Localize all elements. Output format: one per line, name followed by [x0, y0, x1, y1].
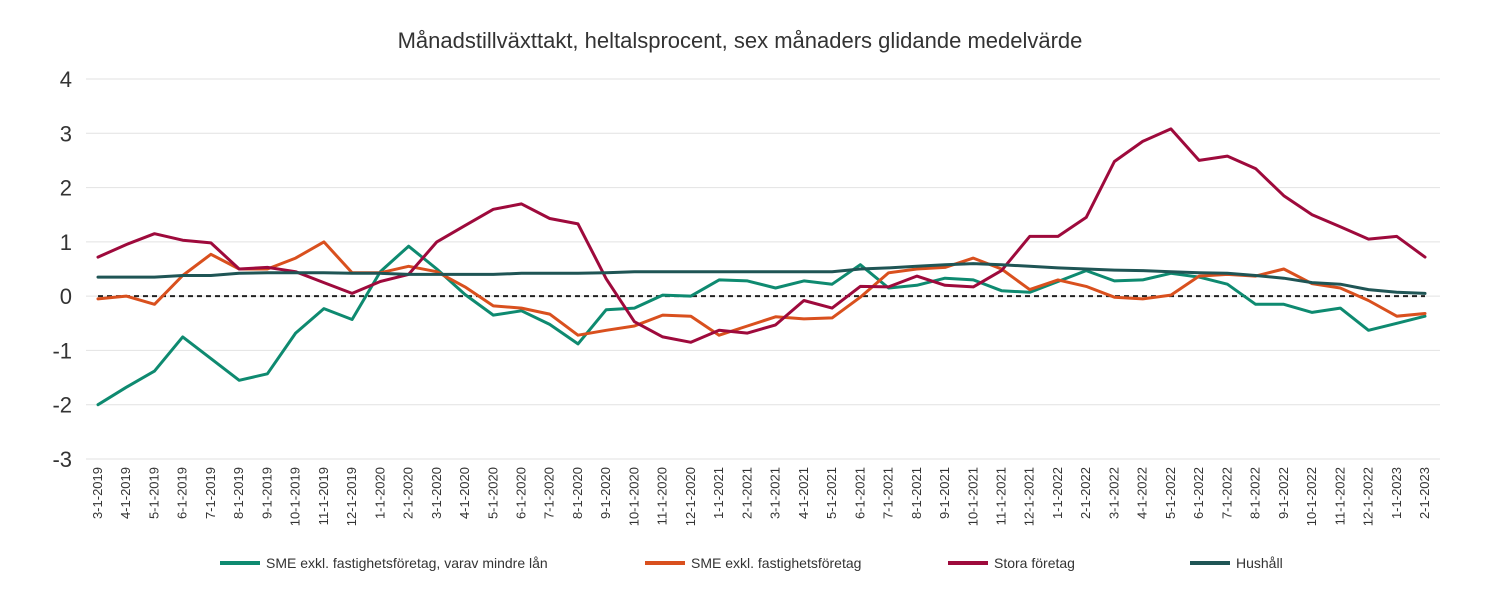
x-tick-label: 5-1-2022 [1163, 467, 1178, 519]
x-tick-label: 6-1-2021 [852, 467, 867, 519]
y-tick-label: 4 [60, 67, 72, 92]
x-tick-label: 9-1-2022 [1276, 467, 1291, 519]
x-tick-label: 10-1-2019 [288, 467, 303, 526]
legend-label-0: SME exkl. fastighetsföretag, varav mindr… [266, 555, 548, 571]
x-tick-label: 7-1-2022 [1219, 467, 1234, 519]
x-tick-label: 8-1-2020 [570, 467, 585, 519]
x-tick-label: 4-1-2019 [118, 467, 133, 519]
x-tick-label: 3-1-2021 [768, 467, 783, 519]
series-line-0 [96, 244, 1427, 407]
chart-title: Månadstillväxttakt, heltalsprocent, sex … [398, 28, 1083, 53]
gridlines [86, 78, 1440, 460]
x-tick-label: 2-1-2022 [1078, 467, 1093, 519]
y-tick-label: -3 [52, 447, 72, 472]
series-lines [96, 127, 1427, 407]
x-tick-label: 4-1-2020 [457, 467, 472, 519]
x-tick-label: 12-1-2021 [1022, 467, 1037, 526]
x-tick-label: 9-1-2021 [937, 467, 952, 519]
x-tick-label: 10-1-2022 [1304, 467, 1319, 526]
x-tick-label: 2-1-2020 [401, 467, 416, 519]
x-tick-label: 8-1-2022 [1248, 467, 1263, 519]
x-tick-label: 9-1-2020 [598, 467, 613, 519]
series-line-1 [96, 240, 1427, 337]
x-tick-label: 4-1-2022 [1135, 467, 1150, 519]
x-axis: 3-1-2019 4-1-2019 5-1-2019 6-1-2019 7-1-2019… [90, 467, 1432, 526]
x-tick-label: 2-1-2023 [1417, 467, 1432, 519]
legend-label-1: SME exkl. fastighetsföretag [691, 555, 861, 571]
x-tick-label: 5-1-2021 [824, 467, 839, 519]
x-tick-label: 5-1-2020 [485, 467, 500, 519]
y-axis: 4 3 2 1 0 -1 -2 -3 [52, 67, 72, 472]
x-tick-label: 12-1-2020 [683, 467, 698, 526]
x-tick-label: 3-1-2020 [429, 467, 444, 519]
x-tick-label: 10-1-2020 [626, 467, 641, 526]
x-tick-label: 12-1-2019 [344, 467, 359, 526]
x-tick-label: 8-1-2021 [909, 467, 924, 519]
y-tick-label: 1 [60, 230, 72, 255]
x-tick-label: 1-1-2021 [711, 467, 726, 519]
x-tick-label: 10-1-2021 [965, 467, 980, 526]
legend: SME exkl. fastighetsföretag, varav mindr… [220, 555, 1283, 571]
series-line-3 [96, 262, 1427, 295]
x-tick-label: 6-1-2020 [514, 467, 529, 519]
x-tick-label: 3-1-2022 [1106, 467, 1121, 519]
x-tick-label: 3-1-2019 [90, 467, 105, 519]
x-tick-label: 7-1-2020 [542, 467, 557, 519]
y-tick-label: -1 [52, 338, 72, 363]
x-tick-label: 11-1-2022 [1332, 467, 1347, 525]
x-tick-label: 5-1-2019 [146, 467, 161, 519]
y-tick-label: -2 [52, 393, 72, 418]
x-tick-label: 1-1-2020 [372, 467, 387, 519]
x-tick-label: 9-1-2019 [259, 467, 274, 519]
y-tick-label: 3 [60, 121, 72, 146]
x-tick-label: 4-1-2021 [796, 467, 811, 519]
x-tick-label: 7-1-2019 [203, 467, 218, 519]
legend-label-3: Hushåll [1236, 555, 1283, 571]
x-tick-label: 11-1-2020 [655, 467, 670, 525]
x-tick-label: 8-1-2019 [231, 467, 246, 519]
x-tick-label: 6-1-2022 [1191, 467, 1206, 519]
x-tick-label: 7-1-2021 [881, 467, 896, 519]
x-tick-label: 1-1-2023 [1389, 467, 1404, 519]
x-tick-label: 2-1-2021 [739, 467, 754, 519]
legend-label-2: Stora företag [994, 555, 1075, 571]
x-tick-label: 11-1-2021 [993, 467, 1008, 525]
x-tick-label: 1-1-2022 [1050, 467, 1065, 519]
x-tick-label: 6-1-2019 [175, 467, 190, 519]
series-line-2 [96, 127, 1427, 344]
x-tick-label: 12-1-2022 [1361, 467, 1376, 526]
y-tick-label: 2 [60, 176, 72, 201]
y-tick-label: 0 [60, 284, 72, 309]
x-tick-label: 11-1-2019 [316, 467, 331, 525]
